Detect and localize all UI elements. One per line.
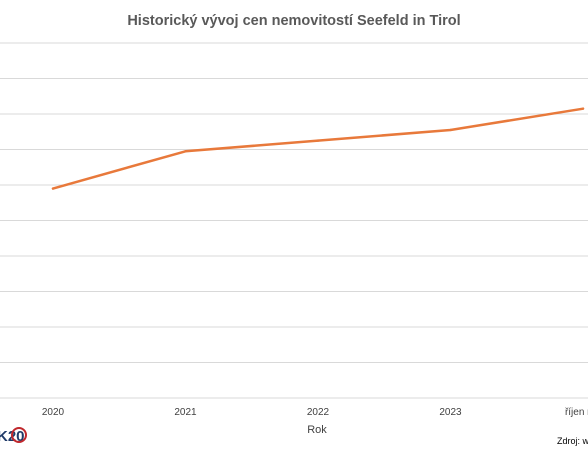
x-axis-title: Rok [307, 424, 327, 436]
gridlines [0, 42, 588, 399]
x-tick-label: 2020 [42, 407, 65, 418]
logo-ring-icon [11, 427, 27, 443]
x-tick-label: 2023 [439, 407, 462, 418]
source-note: Zdroj: w [557, 436, 588, 446]
x-tick-label: říjen rok [565, 407, 588, 418]
chart-title: Historický vývoj cen nemovitostí Seefeld… [127, 13, 460, 29]
data-point [581, 107, 585, 110]
series-layer [51, 107, 585, 190]
data-point [316, 139, 320, 142]
data-point [51, 187, 55, 190]
series-line [51, 107, 585, 190]
x-tick-label: 2022 [307, 407, 330, 418]
data-point [449, 128, 452, 132]
data-point [184, 150, 187, 153]
x-tick-label: 2021 [174, 407, 197, 418]
x-axis-ticks: 2020 2021 2022 2023 říjen rok [42, 407, 588, 418]
brand-logo: K20 [0, 427, 27, 445]
